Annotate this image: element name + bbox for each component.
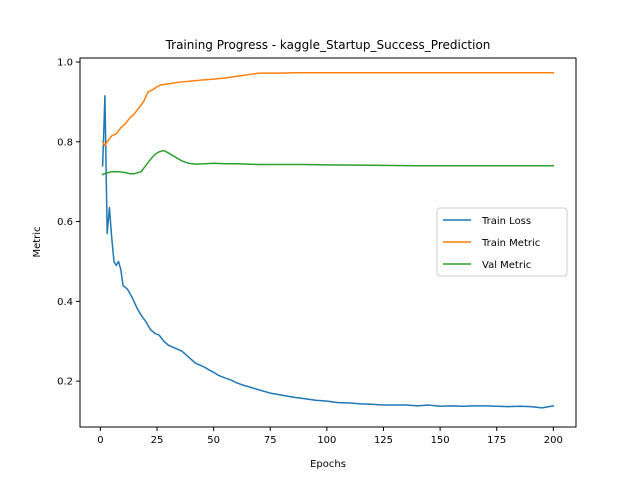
- x-tick-label-3: 75: [264, 435, 277, 446]
- legend-label-1: Train Metric: [481, 238, 540, 249]
- series-layer: [101, 72, 555, 409]
- plot-frame: [79, 57, 577, 428]
- x-tick-label-7: 175: [487, 435, 506, 446]
- y-tick-label-1: 0.4: [57, 297, 73, 308]
- y-axis: 0.2 0.4 0.6 0.8 1.0: [57, 57, 80, 388]
- y-tick-label-2: 0.6: [57, 217, 73, 228]
- x-axis: 0 25 50 75 100 125 150 175 200: [97, 427, 563, 446]
- series-line-2: [101, 149, 555, 176]
- legend-label-2: Val Metric: [482, 260, 531, 271]
- y-tick-label-4: 1.0: [57, 57, 73, 68]
- chart-title: Training Progress - kaggle_Startup_Succe…: [165, 38, 491, 52]
- x-tick-label-1: 25: [151, 435, 164, 446]
- x-tick-label-6: 150: [431, 435, 450, 446]
- x-axis-title: Epochs: [310, 459, 346, 470]
- y-axis-title: Metric: [32, 226, 43, 257]
- x-tick-label-2: 50: [207, 435, 220, 446]
- y-tick-label-0: 0.2: [57, 377, 73, 388]
- x-tick-label-4: 100: [317, 435, 336, 446]
- legend: Train Loss Train Metric Val Metric: [436, 207, 568, 277]
- y-tick-label-3: 0.8: [57, 137, 73, 148]
- x-tick-label-8: 200: [544, 435, 563, 446]
- x-tick-label-0: 0: [97, 435, 103, 446]
- series-line-0: [101, 95, 555, 409]
- legend-label-0: Train Loss: [481, 216, 531, 227]
- legend-box: [436, 207, 568, 277]
- series-line-1: [101, 72, 555, 147]
- x-tick-label-5: 125: [374, 435, 393, 446]
